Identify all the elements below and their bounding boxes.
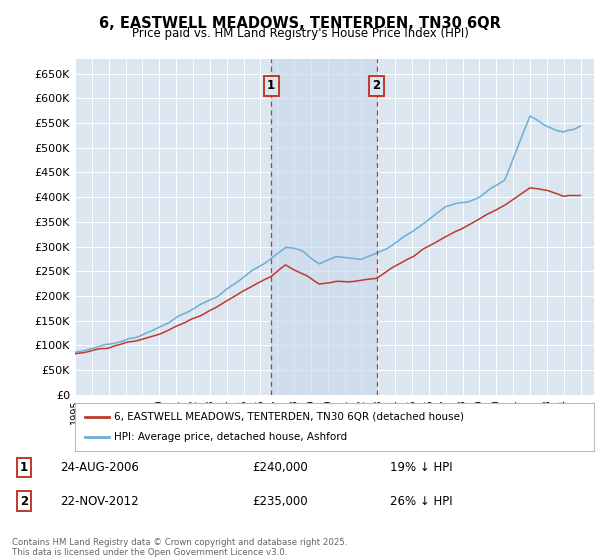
Text: Price paid vs. HM Land Registry's House Price Index (HPI): Price paid vs. HM Land Registry's House … [131,27,469,40]
Text: 1: 1 [20,461,28,474]
Text: 2: 2 [20,494,28,508]
Text: 24-AUG-2006: 24-AUG-2006 [60,461,139,474]
Text: 26% ↓ HPI: 26% ↓ HPI [390,494,452,508]
Text: 1: 1 [267,80,275,92]
Bar [271,59,377,395]
Text: 2: 2 [373,80,380,92]
Text: £240,000: £240,000 [252,461,308,474]
Text: 22-NOV-2012: 22-NOV-2012 [60,494,139,508]
Text: Contains HM Land Registry data © Crown copyright and database right 2025.
This d: Contains HM Land Registry data © Crown c… [12,538,347,557]
Text: 6, EASTWELL MEADOWS, TENTERDEN, TN30 6QR (detached house): 6, EASTWELL MEADOWS, TENTERDEN, TN30 6QR… [114,412,464,422]
Text: 19% ↓ HPI: 19% ↓ HPI [390,461,452,474]
Text: HPI: Average price, detached house, Ashford: HPI: Average price, detached house, Ashf… [114,432,347,442]
Text: £235,000: £235,000 [252,494,308,508]
Text: 6, EASTWELL MEADOWS, TENTERDEN, TN30 6QR: 6, EASTWELL MEADOWS, TENTERDEN, TN30 6QR [99,16,501,31]
